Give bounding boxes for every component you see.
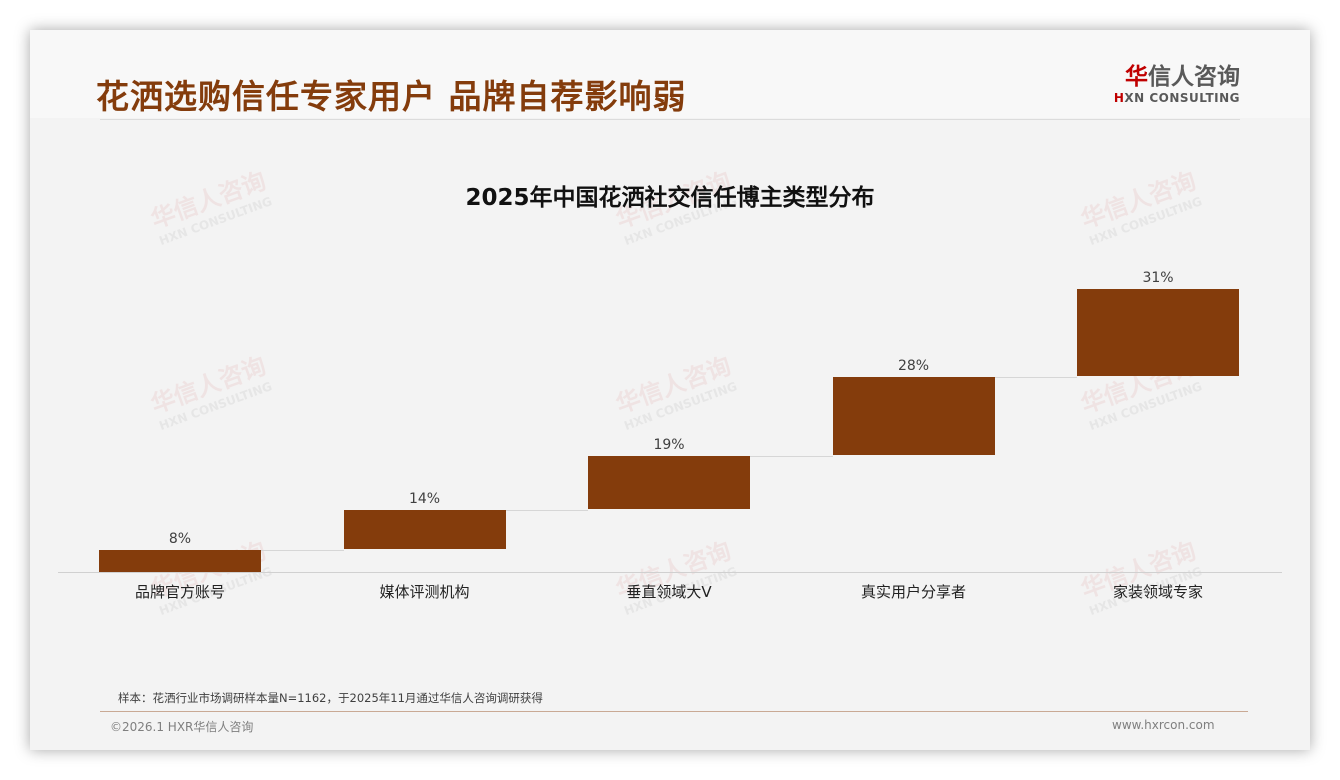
- bar-3: [588, 456, 750, 509]
- sample-note: 样本：花洒行业市场调研样本量N=1162，于2025年11月通过华信人咨询调研获…: [118, 691, 543, 705]
- logo-english-text: XN CONSULTING: [1124, 91, 1240, 105]
- header-band: [30, 30, 1310, 118]
- bar-value-label: 31%: [1142, 270, 1174, 286]
- website-link[interactable]: www.hxrcon.com: [1112, 718, 1215, 732]
- bar-5: [1077, 289, 1239, 376]
- bar-4: [832, 377, 995, 455]
- connector-line: [994, 377, 1077, 378]
- connector-line: [261, 550, 344, 551]
- category-label: 垂直领域大V: [626, 583, 712, 601]
- category-label: 家装领域专家: [1112, 583, 1203, 601]
- chart-title: 2025年中国花洒社交信任博主类型分布: [465, 185, 875, 211]
- logo-chinese: 华信人咨询: [1110, 64, 1240, 90]
- logo-chinese-text: 信人咨询: [1148, 64, 1240, 90]
- bar-value-label: 19%: [653, 437, 685, 453]
- slide: 花洒选购信任专家用户 品牌自荐影响弱 华信人咨询 HXN CONSULTING …: [30, 30, 1310, 750]
- category-label: 媒体评测机构: [379, 583, 470, 601]
- category-label: 真实用户分享者: [860, 583, 966, 601]
- page-title: 花洒选购信任专家用户 品牌自荐影响弱: [96, 77, 687, 116]
- company-logo: 华信人咨询 HXN CONSULTING: [1110, 64, 1240, 105]
- connector-line: [750, 456, 833, 457]
- footer-divider: [100, 711, 1248, 712]
- bar-value-label: 8%: [168, 531, 192, 547]
- title-divider: [100, 119, 1240, 120]
- logo-english: HXN CONSULTING: [1110, 91, 1240, 105]
- copyright-text: ©2026.1 HXR华信人咨询: [110, 720, 254, 734]
- bar-1: [99, 550, 261, 572]
- bar-2: [343, 510, 506, 549]
- bar-value-label: 14%: [408, 491, 441, 507]
- category-label: 品牌官方账号: [134, 583, 225, 601]
- x-axis-line: [58, 572, 1282, 573]
- connector-line: [505, 510, 588, 511]
- logo-mark: 华: [1125, 64, 1148, 90]
- logo-en-mark: H: [1113, 91, 1125, 105]
- bar-value-label: 28%: [897, 358, 930, 374]
